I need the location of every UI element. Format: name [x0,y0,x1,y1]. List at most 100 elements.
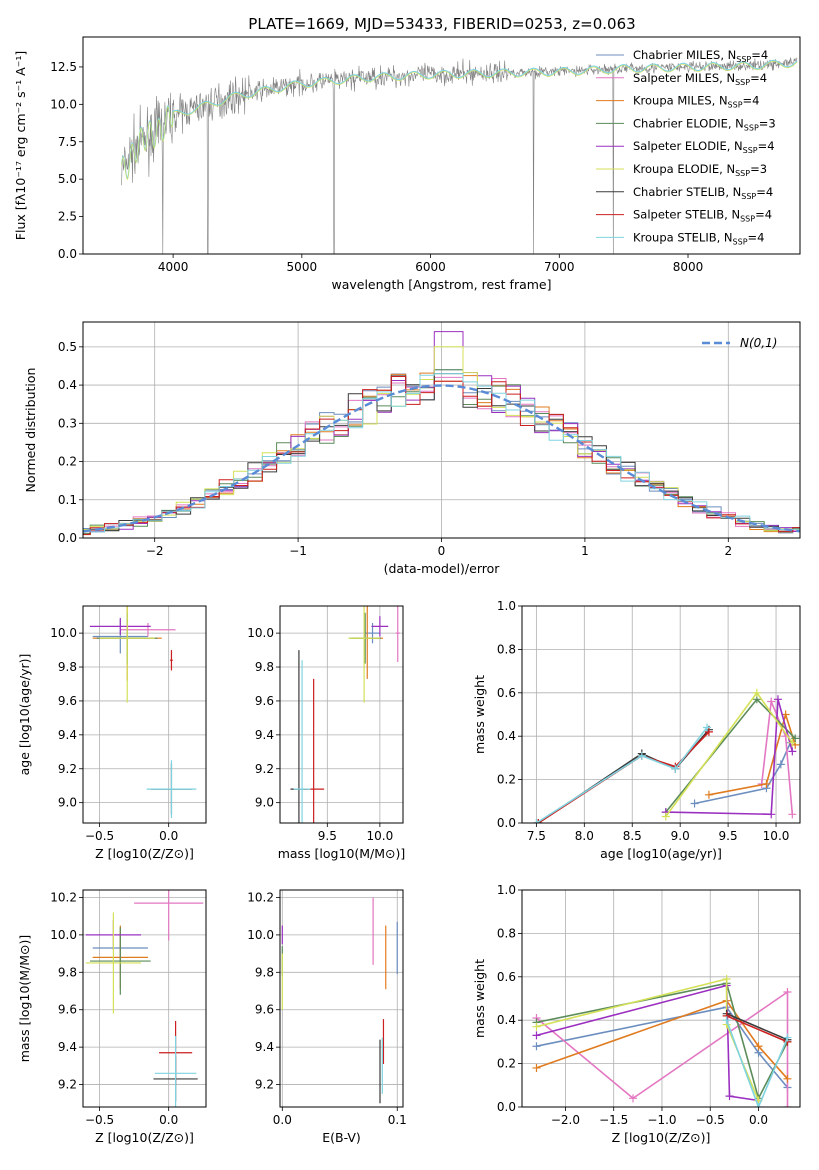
chart-age_vs_Z: −0.5 0.0 9.0 9.2 9.4 9.6 9.8 10.0 Z [log10(Z/Z⊙)… [17,605,207,861]
axes-frame [82,36,801,255]
figure-title: PLATE=1669, MJD=53433, FIBERID=0253, z=0… [248,15,635,33]
weight-marker [532,1022,541,1031]
y-tick-label: 0.3 [58,416,77,430]
x-axis-label: Z [log10(Z/Z⊙)] [95,846,194,861]
legend-label: Kroupa STELIB, NSSP=4 [633,230,764,246]
weight-marker [767,810,776,819]
y-tick-label: 0.4 [497,729,516,743]
x-axis-label: Z [log10(Z/Z⊙)] [95,1130,194,1145]
axes-frame [82,889,207,1108]
x-tick-label: 8.0 [575,829,594,843]
y-tick-label: 0.8 [497,926,516,940]
x-tick-label: −2.0 [551,1113,580,1127]
weight-marker [532,1042,541,1051]
y-tick-label: 9.6 [58,1003,77,1017]
legend-label: Kroupa ELODIE, NSSP=3 [633,162,767,178]
weight-marker [704,727,713,736]
x-tick-label: 6000 [415,260,446,274]
weight-lines [532,974,792,1107]
legend-count: =3 [759,116,776,130]
x-tick-label: 9.0 [671,829,690,843]
axes-frame [279,889,404,1108]
y-tick-label: 2.5 [58,210,77,224]
legend-count: =3 [750,162,767,176]
x-tick-label: 9.5 [318,829,337,843]
weight-marker [767,697,776,706]
legend-count: =4 [748,230,765,244]
weight-marker [532,1031,541,1040]
errorbars [89,606,197,818]
weight-marker [704,790,713,799]
y-tick-label: 0.4 [58,378,77,392]
x-tick-label: 9.5 [719,829,738,843]
y-tick-label: 10.2 [50,890,77,904]
y-axis-label: Normed distribution [23,368,38,493]
y-tick-label: 9.4 [58,728,77,742]
axes-frame [82,605,207,824]
x-tick-label: 8.5 [623,829,642,843]
weight-marker [783,1103,792,1107]
y-tick-label: 5.0 [58,172,77,186]
legend-subscript: SSP [733,237,748,246]
weight-marker [788,810,797,819]
legend-subscript: SSP [741,192,756,201]
weight-series-8 [725,1019,789,1107]
x-tick-label: 0.0 [749,1113,768,1127]
weight-marker [752,688,761,697]
y-tick-label: 9.6 [255,694,274,708]
x-tick-label: 0 [438,544,446,558]
legend-count: =4 [755,208,772,222]
y-tick-label: 0.5 [58,340,77,354]
x-axis-label: E(B-V) [322,1130,361,1145]
y-axis-label: mass [log10(M/M⊙)] [17,935,32,1063]
x-axis-label: mass [log10(M/M⊙)] [278,846,406,861]
y-tick-label: 0.1 [58,493,77,507]
y-tick-label: 9.2 [58,1078,77,1092]
x-tick-label: 0.0 [273,1113,292,1127]
weight-series-7 [726,1015,788,1043]
x-axis-label: age [log10(age/yr)] [600,846,722,861]
y-tick-label: 9.8 [255,660,274,674]
x-tick-label: 7.5 [527,829,546,843]
weight-marker [762,779,771,788]
weight-marker [773,695,782,704]
chart-massweight_vs_age: 7.5 8.0 8.5 9.0 9.5 10.0 0.0 0.2 0.4 0.6 0.8 1.0 age… [472,599,801,861]
weight-marker [788,747,797,756]
x-tick-label: −0.5 [85,1113,114,1127]
weight-lines [532,688,800,823]
chart-spectrum: 4000 5000 6000 7000 8000 0.0 2.5 5.0 7.5 10.0 12.5… [13,36,801,292]
weight-marker [783,987,792,996]
y-tick-label: 9.0 [255,796,274,810]
axes-frame [279,605,404,824]
x-tick-label: 0.1 [388,1113,407,1127]
chart-massweight_vs_Z: −2.0 −1.5 −1.0 −0.5 0.0 0.0 0.2 0.4 0.6 0.8 1.0 Z [… [472,883,801,1145]
legend-subscript: SSP [744,123,759,132]
weight-series-1 [535,990,789,1107]
x-axis-label: (data-model)/error [384,561,501,576]
legend-subscript: SSP [735,169,750,178]
weight-marker [722,1016,731,1025]
legend-count: =4 [751,48,768,62]
y-tick-label: 0.6 [497,686,516,700]
y-tick-label: 10.0 [50,626,77,640]
chart-residual_hist: −2 −1 0 1 2 0.0 0.1 0.2 0.3 0.4 0.5 (data-model)/er… [23,321,801,576]
legend-subscript: SSP [728,101,743,110]
histogram-steps [83,331,800,536]
x-tick-label: 0.0 [159,829,178,843]
legend-count: =4 [758,139,775,153]
legend-subscript: SSP [735,78,750,87]
weight-marker [783,1074,792,1083]
weight-marker [637,751,646,760]
legend-subscript: SSP [736,55,751,64]
x-tick-label: 10.0 [367,829,394,843]
y-tick-label: 10.0 [50,97,77,111]
y-tick-label: 0.2 [58,455,77,469]
x-axis-label: wavelength [Angstrom, rest frame] [331,277,551,292]
weight-marker [783,1033,792,1042]
weight-series-6 [537,729,710,823]
weight-marker [725,1092,734,1101]
y-tick-label: 9.6 [255,1003,274,1017]
weight-series-7 [537,731,710,823]
legend-count: =4 [743,94,760,108]
